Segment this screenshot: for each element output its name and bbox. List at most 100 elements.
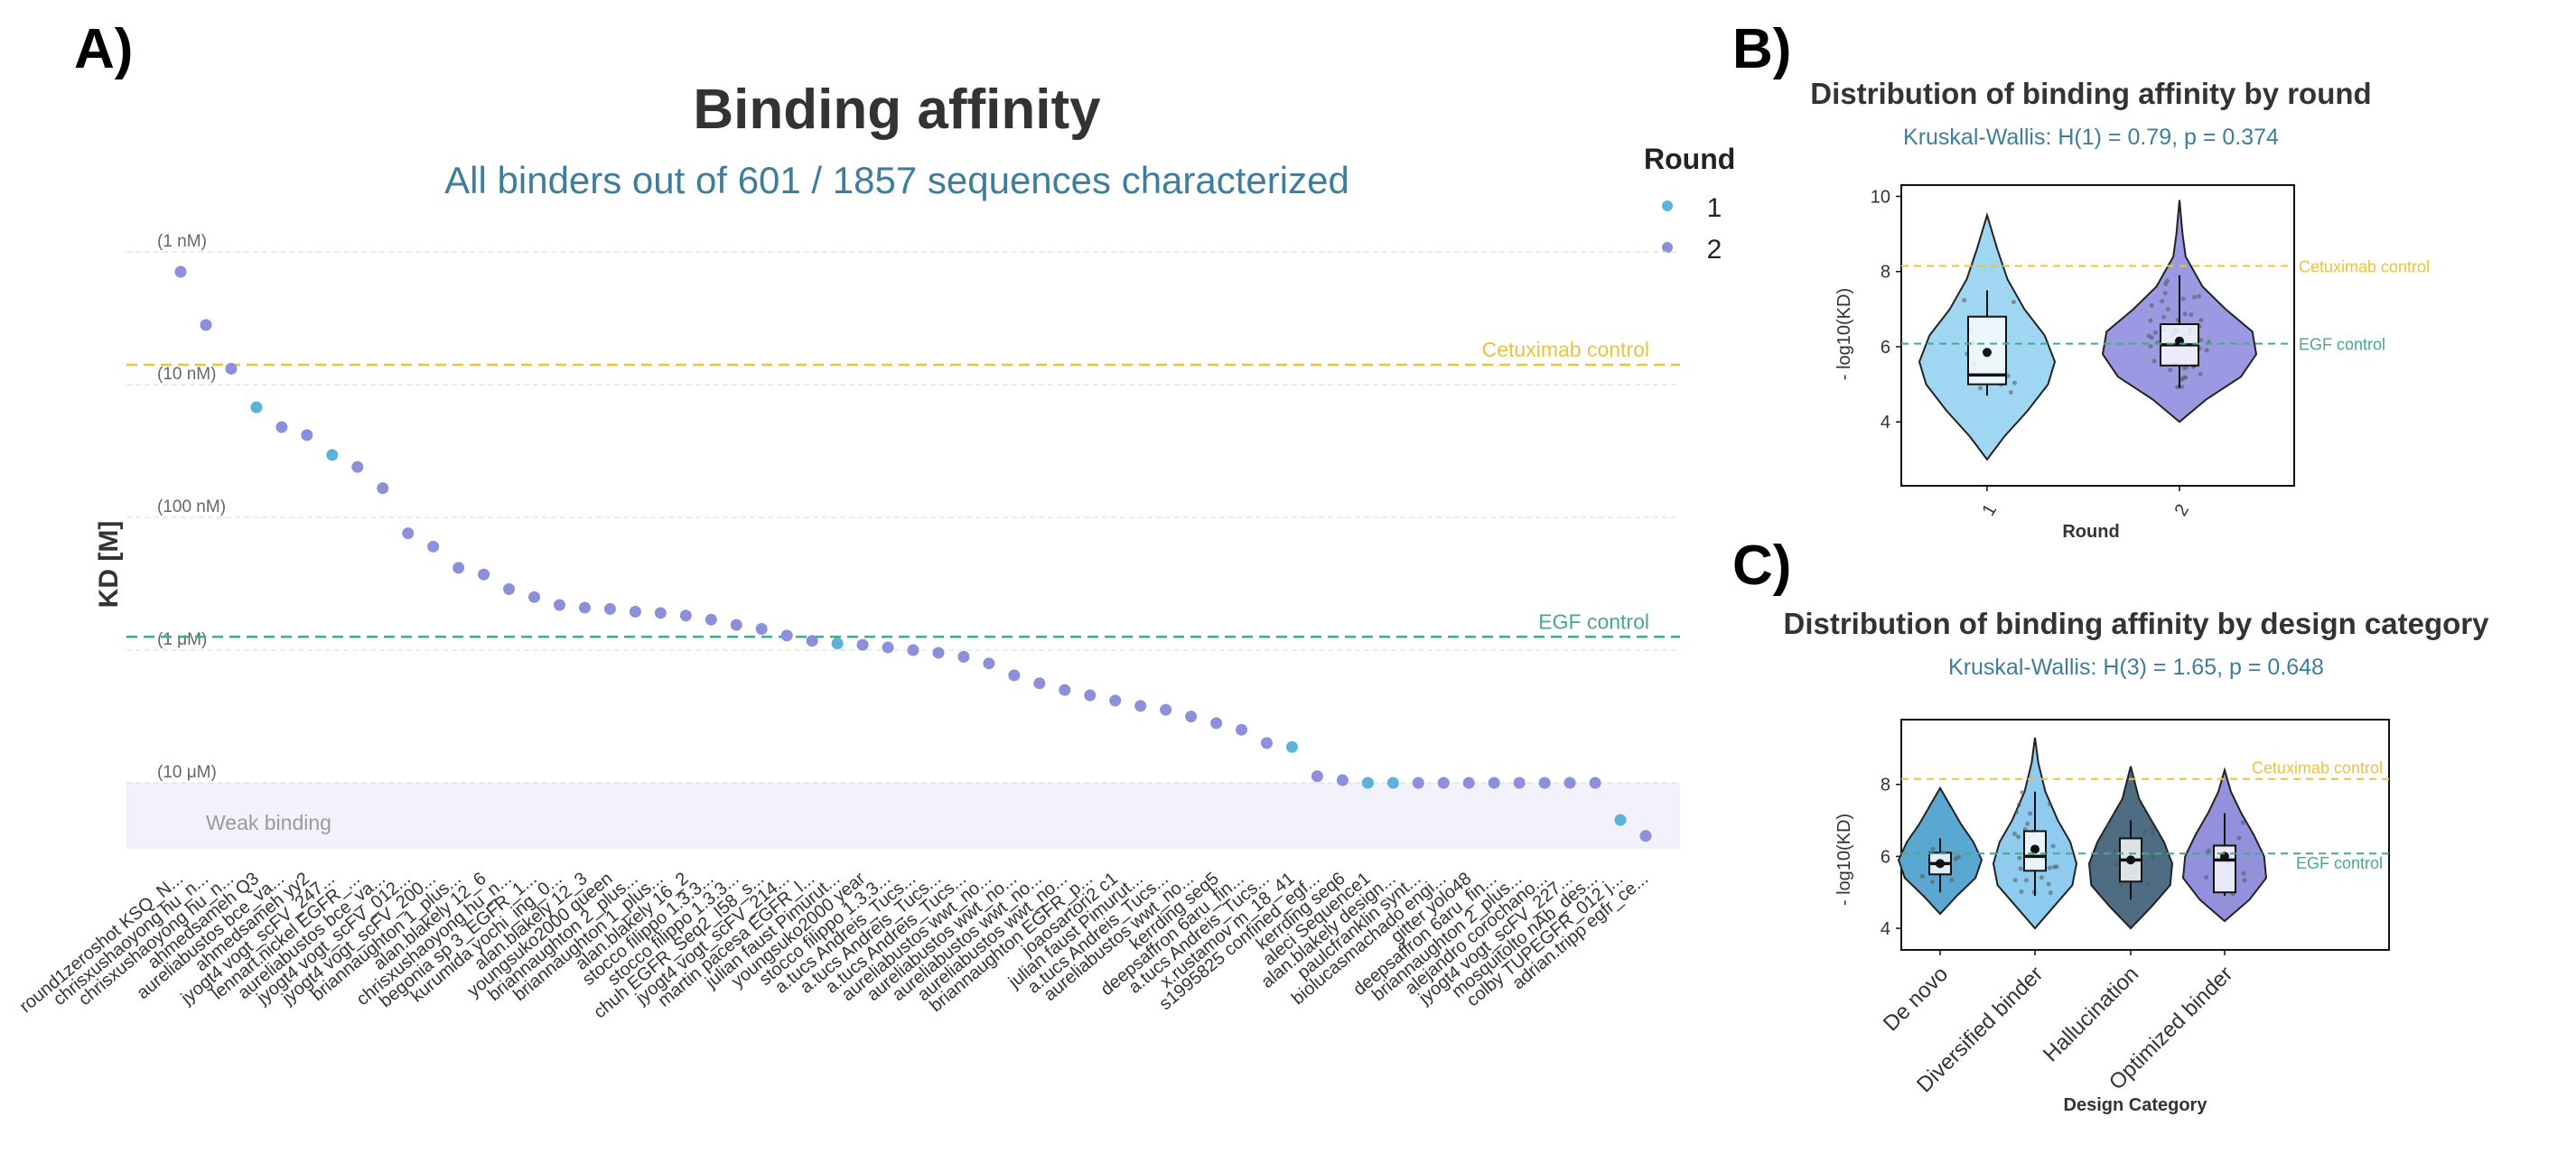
data-point [275, 421, 288, 433]
jitter-point [2198, 318, 2204, 323]
box-mean [2030, 844, 2039, 854]
jitter-point [2161, 314, 2167, 320]
data-point [654, 607, 667, 619]
jitter-point [2179, 384, 2184, 389]
data-point [831, 637, 844, 650]
data-point [1134, 700, 1147, 712]
jitter-point [2016, 834, 2021, 840]
jitter-point [2113, 848, 2118, 853]
jitter-point [2046, 881, 2051, 887]
data-point [755, 622, 768, 635]
data-point [1538, 777, 1551, 789]
jitter-point [2005, 373, 2011, 378]
data-point [553, 599, 565, 611]
jitter-point [2148, 344, 2153, 349]
data-point [806, 635, 818, 647]
data-point [932, 647, 945, 659]
data-point [1160, 703, 1172, 716]
chart-b-subtitle: Kruskal-Wallis: H(1) = 0.79, p = 0.374 [1903, 125, 2279, 150]
y-tick-label: 8 [1881, 776, 1890, 795]
data-point [326, 449, 339, 461]
y-reference-label: (10 μM) [157, 763, 217, 782]
jitter-point [2105, 823, 2111, 828]
y-reference-label: (1 nM) [157, 232, 207, 251]
y-tick-label: 6 [1881, 847, 1890, 867]
data-point [629, 605, 641, 618]
jitter-point [2165, 306, 2170, 312]
jitter-point [2048, 890, 2053, 896]
jitter-point [2151, 358, 2157, 364]
data-point [1361, 777, 1374, 789]
chart-a-title: Binding affinity [693, 79, 1101, 141]
jitter-point [2050, 843, 2056, 849]
legend-marker-round-1 [1662, 200, 1673, 211]
jitter-point [2018, 866, 2023, 871]
jitter-point [2011, 832, 2017, 837]
data-point [1437, 777, 1450, 789]
x-tick-label: Hallucination [2039, 962, 2143, 1066]
data-point [603, 602, 616, 615]
jitter-point [2047, 865, 2052, 870]
jitter-point [2114, 861, 2119, 867]
weak-binding-region [126, 783, 1680, 849]
x-tick-label: 1 [1978, 501, 2001, 520]
jitter-point [1929, 879, 1935, 885]
jitter-point [2198, 371, 2203, 377]
y-reference-label: (100 nM) [157, 498, 226, 516]
data-point [1033, 677, 1046, 690]
y-reference-label: (10 nM) [157, 365, 216, 384]
jitter-point [2014, 810, 2020, 815]
legend-title: Round [1644, 143, 1735, 175]
jitter-point [2164, 278, 2170, 284]
chart-c-subtitle: Kruskal-Wallis: H(3) = 1.65, p = 0.648 [1948, 655, 2324, 680]
data-point [528, 591, 541, 603]
data-point [1563, 777, 1576, 789]
data-point [1614, 814, 1627, 826]
data-point [780, 629, 793, 642]
data-point [478, 568, 490, 581]
data-point [453, 562, 465, 574]
jitter-point [2240, 820, 2245, 825]
jitter-point [1978, 386, 1983, 391]
legend-label-round-1: 1 [1707, 193, 1722, 223]
jitter-point [1949, 878, 1955, 883]
data-point [679, 609, 692, 622]
jitter-point [1962, 298, 1967, 303]
jitter-point [2207, 848, 2212, 853]
data-point [705, 613, 717, 626]
jitter-point [2242, 878, 2247, 883]
jitter-point [2148, 318, 2153, 323]
legend-marker-round-2 [1662, 242, 1673, 253]
y-reference-label: (1 μM) [157, 630, 207, 649]
y-tick-label: 10 [1871, 187, 1890, 207]
control-line-label: Cetuximab control [2299, 257, 2430, 275]
jitter-point [2011, 299, 2016, 304]
data-point [856, 638, 869, 651]
x-tick-label: De novo [1879, 962, 1953, 1036]
data-point [1488, 777, 1500, 789]
data-point [200, 319, 212, 331]
jitter-point [2174, 385, 2179, 390]
panel-label-b: B) [1732, 18, 1791, 80]
chart-c-ylabel: - log10(KD) [1834, 814, 1854, 906]
y-tick-label: 4 [1881, 413, 1890, 433]
data-point [1513, 777, 1526, 789]
jitter-point [2028, 811, 2033, 816]
jitter-point [2019, 889, 2024, 894]
jitter-point [1930, 846, 1936, 851]
jitter-point [2189, 312, 2194, 318]
jitter-point [2149, 335, 2154, 340]
jitter-point [2183, 375, 2189, 380]
jitter-point [2160, 299, 2165, 304]
jitter-point [2020, 790, 2025, 795]
data-point [1236, 723, 1248, 736]
jitter-point [1953, 856, 1958, 861]
data-point [1386, 777, 1399, 789]
jitter-point [2054, 864, 2059, 870]
data-point [578, 601, 591, 614]
data-point [1462, 777, 1475, 789]
control-line-label: Cetuximab control [1482, 338, 1649, 361]
chart-b-ylabel: - log10(KD) [1834, 288, 1854, 380]
data-point [301, 429, 313, 442]
